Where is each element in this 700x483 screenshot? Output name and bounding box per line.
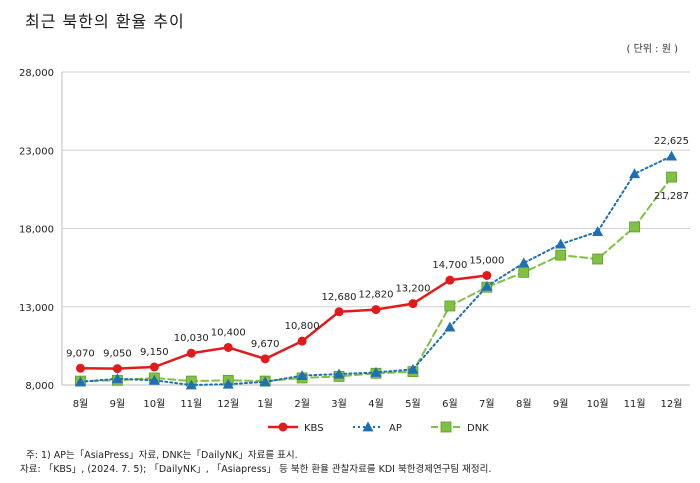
- y-tick-label: 8,000: [25, 381, 54, 392]
- point-kbs: [408, 299, 418, 309]
- point-kbs: [186, 348, 196, 358]
- y-tick-label: 28,000: [19, 68, 54, 79]
- data-label-kbs: 9,670: [251, 339, 280, 350]
- legend-label-kbs: KBS: [304, 423, 324, 434]
- x-tick-label: 6월: [442, 398, 458, 410]
- point-ap: [185, 379, 197, 390]
- x-tick-label: 2월: [294, 398, 310, 410]
- data-label-kbs: 12,680: [322, 292, 357, 303]
- x-tick-label: 4월: [368, 398, 384, 410]
- x-tick-label: 1월: [257, 398, 273, 410]
- point-ap: [333, 368, 345, 379]
- x-tick-label: 9월: [553, 398, 569, 410]
- y-tick-label: 13,000: [19, 303, 54, 314]
- data-label-kbs: 9,070: [66, 348, 95, 359]
- data-label-kbs: 15,000: [469, 255, 504, 266]
- x-tick-label: 8월: [516, 398, 532, 410]
- x-tick-label: 9월: [110, 398, 126, 410]
- x-tick-label: 10월: [143, 398, 165, 410]
- point-kbs: [371, 305, 381, 315]
- x-tick-label: 12월: [217, 398, 239, 410]
- x-tick-label: 7월: [479, 398, 495, 410]
- point-ap: [74, 376, 86, 387]
- point-kbs: [482, 270, 492, 280]
- point-kbs: [297, 336, 307, 346]
- point-ap: [370, 366, 382, 377]
- point-ap: [407, 363, 419, 374]
- point-ap: [222, 378, 234, 389]
- x-tick-label: 5월: [405, 398, 421, 410]
- point-kbs: [445, 275, 455, 285]
- point-ap: [111, 373, 123, 384]
- point-dnk: [666, 171, 677, 183]
- legend-label-ap: AP: [389, 423, 402, 434]
- point-dnk: [440, 421, 452, 433]
- x-tick-label: 10월: [587, 398, 609, 410]
- point-dnk: [592, 253, 604, 265]
- point-ap: [362, 421, 374, 432]
- point-ap: [148, 374, 160, 385]
- point-kbs: [75, 363, 85, 373]
- point-dnk: [444, 300, 456, 312]
- x-tick-label: 12월: [661, 398, 683, 410]
- series-line-dnk: [79, 176, 673, 383]
- chart-title: 최근 북한의 환율 추이: [25, 12, 185, 31]
- axis-layer: 8,000 13,000 18,000 23,000 28,000 8월 9월 10월 11월 1…: [19, 68, 690, 410]
- point-ap: [518, 257, 530, 268]
- point-ap: [481, 280, 493, 291]
- point-kbs: [260, 354, 270, 364]
- point-kbs: [334, 307, 344, 317]
- data-label-kbs: 13,200: [395, 284, 430, 295]
- data-label-kbs: 12,820: [359, 290, 394, 301]
- series-line-kbs: [79, 274, 489, 370]
- point-ap: [296, 370, 308, 381]
- point-dnk: [518, 266, 530, 278]
- series-line-ap: [79, 155, 673, 386]
- data-label-dnk: 21,287: [654, 191, 689, 202]
- y-tick-label: 18,000: [19, 225, 54, 236]
- series-layer: [74, 150, 678, 390]
- data-label-ap: 22,625: [654, 136, 689, 147]
- point-kbs: [112, 364, 122, 374]
- point-ap: [259, 376, 271, 387]
- data-label-kbs: 9,150: [140, 347, 169, 358]
- point-ap: [555, 238, 567, 249]
- x-tick-label: 11월: [624, 398, 646, 410]
- source-note: 자료: 「KBS」, (2024. 7. 5); 「DailyNK」, 「Asi…: [20, 464, 492, 475]
- point-ap: [592, 226, 604, 237]
- point-kbs: [223, 342, 233, 352]
- data-label-kbs: 14,700: [432, 260, 467, 271]
- footnote: 주: 1) AP는「AsiaPress」자료, DNK는「DailyNK」자료를…: [26, 450, 298, 461]
- data-label-kbs: 10,800: [285, 321, 320, 332]
- data-label-kbs: 9,050: [103, 349, 132, 360]
- point-dnk: [555, 249, 567, 261]
- point-ap: [629, 168, 641, 179]
- grid-layer: [62, 71, 690, 386]
- data-label-kbs: 10,400: [211, 327, 246, 338]
- y-tick-label: 23,000: [19, 146, 54, 157]
- point-kbs: [278, 422, 288, 432]
- point-ap: [666, 150, 678, 161]
- data-label-kbs: 10,030: [174, 333, 209, 344]
- x-tick-label: 3월: [331, 398, 347, 410]
- x-tick-label: 11월: [180, 398, 202, 410]
- point-ap: [444, 321, 456, 332]
- point-kbs: [149, 362, 159, 372]
- unit-label: ( 단위 : 원 ): [626, 44, 679, 55]
- legend-layer: KBS AP DNK: [268, 421, 489, 434]
- point-dnk: [629, 221, 640, 233]
- legend-label-dnk: DNK: [467, 423, 489, 434]
- line-chart: 8,000 13,000 18,000 23,000 28,000 8월 9월 10월 11월 1…: [19, 68, 690, 434]
- x-tick-label: 8월: [73, 398, 89, 410]
